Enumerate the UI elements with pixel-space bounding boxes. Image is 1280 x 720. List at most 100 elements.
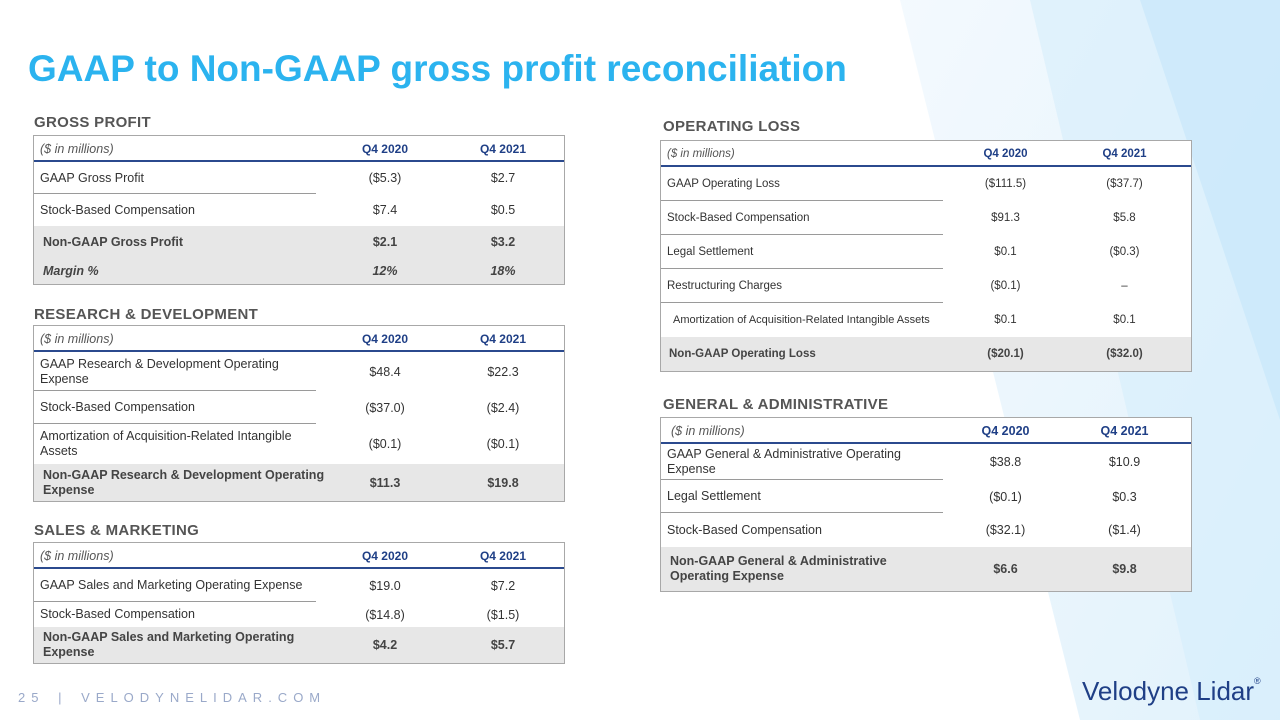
table-header-row: ($ in millions) Q4 2020 Q4 2021 [34,326,564,352]
table-row-margin: Margin % 12% 18% [34,258,564,284]
value-q4-2020: ($5.3) [368,171,402,185]
units-label: ($ in millions) [40,548,114,563]
row-label: Non-GAAP General & Administrative Operat… [670,554,887,583]
value-q4-2021: $5.8 [1113,212,1136,224]
row-label: GAAP Sales and Marketing Operating Expen… [40,578,303,592]
value-q4-2021: $0.3 [1112,489,1137,504]
value-q4-2021: ($1.5) [486,607,520,622]
row-label: Non-GAAP Gross Profit [43,234,184,249]
registered-mark: ® [1254,676,1261,686]
table-header-row: ($ in millions) Q4 2020 Q4 2021 [661,418,1191,444]
value-q4-2020: $19.0 [369,578,401,593]
footer-divider: | [58,690,68,705]
value-q4-2020: ($20.1) [987,348,1024,360]
value-q4-2020: ($32.1) [985,523,1026,537]
value-q4-2020: $48.4 [369,364,401,379]
value-q4-2020: ($14.8) [365,607,405,622]
value-q4-2021: ($32.0) [1106,348,1143,360]
table-row: GAAP Operating Loss ($111.5) ($37.7) [661,167,1191,201]
gross-profit-heading: GROSS PROFIT [34,114,151,131]
sales-marketing-table: ($ in millions) Q4 2020 Q4 2021 GAAP Sal… [33,542,565,664]
table-row-total: Non-GAAP Operating Loss ($20.1) ($32.0) [661,337,1191,371]
value-q4-2020: ($0.1) [989,489,1022,504]
table-row: Stock-Based Compensation $91.3 $5.8 [661,201,1191,235]
page-title: GAAP to Non-GAAP gross profit reconcilia… [28,48,847,89]
value-q4-2021: $2.7 [490,171,516,185]
column-header-q4-2020: Q4 2020 [981,424,1030,438]
table-row: Stock-Based Compensation ($37.0) ($2.4) [34,391,564,424]
research-heading: RESEARCH & DEVELOPMENT [34,306,259,323]
units-label: ($ in millions) [671,423,745,438]
table-row-total: Non-GAAP Sales and Marketing Operating E… [34,627,564,663]
value-q4-2020: ($0.1) [368,437,402,451]
column-header-q4-2021: Q4 2021 [479,332,527,346]
table-row: GAAP Sales and Marketing Operating Expen… [34,569,564,602]
value-q4-2020: ($111.5) [984,178,1027,190]
table-header-row: ($ in millions) Q4 2020 Q4 2021 [34,543,564,569]
velodyne-logo: Velodyne Lidar® [1082,676,1261,707]
logo-text: Velodyne Lidar [1082,676,1255,706]
value-q4-2021: ($0.1) [486,437,520,451]
table-header-row: ($ in millions) Q4 2020 Q4 2021 [661,141,1191,167]
row-label: Non-GAAP Sales and Marketing Operating E… [43,630,295,659]
table-row: Amortization of Acquisition-Related Inta… [661,303,1191,337]
value-q4-2020: $11.3 [369,475,401,490]
row-label: Non-GAAP Research & Development Operatin… [43,467,325,497]
value-q4-2020: $6.6 [993,562,1018,576]
research-development-table: ($ in millions) Q4 2020 Q4 2021 GAAP Res… [33,325,565,502]
value-q4-2021: $19.8 [487,475,519,490]
value-q4-2020: 12% [372,264,398,278]
table-row: GAAP Gross Profit ($5.3) $2.7 [34,162,564,194]
value-q4-2020: $91.3 [991,212,1020,224]
sales-heading: SALES & MARKETING [34,522,200,539]
value-q4-2020: $38.8 [989,455,1022,469]
value-q4-2021: – [1121,280,1128,292]
table-row-total: Non-GAAP Gross Profit $2.1 $3.2 [34,226,564,258]
row-label: Margin % [43,263,99,278]
row-label: GAAP Operating Loss [667,177,780,190]
units-label: ($ in millions) [40,331,114,346]
row-label: Stock-Based Compensation [667,211,810,224]
value-q4-2020: ($0.1) [990,280,1021,292]
table-row: Stock-Based Compensation $7.4 $0.5 [34,194,564,226]
value-q4-2021: ($37.7) [1106,178,1143,190]
row-label: Stock-Based Compensation [667,522,822,537]
table-row: GAAP Research & Development Operating Ex… [34,352,564,391]
table-row: Stock-Based Compensation ($32.1) ($1.4) [661,513,1191,547]
value-q4-2021: ($1.4) [1108,523,1141,537]
column-header-q4-2021: Q4 2021 [1100,424,1149,438]
row-label: Restructuring Charges [667,279,783,292]
value-q4-2021: $5.7 [490,638,516,652]
page-number: 25 [18,690,45,705]
row-label: Stock-Based Compensation [40,202,195,217]
website-link[interactable]: VELODYNELIDAR.COM [81,690,327,705]
value-q4-2021: $0.5 [490,203,516,217]
value-q4-2020: $2.1 [372,235,398,249]
general-administrative-table: ($ in millions) Q4 2020 Q4 2021 GAAP Gen… [660,417,1192,592]
table-row-total: Non-GAAP Research & Development Operatin… [34,464,564,501]
row-label: Amortization of Acquisition-Related Inta… [40,429,292,458]
row-label: GAAP General & Administrative Operating … [667,447,901,476]
column-header-q4-2021: Q4 2021 [1102,148,1147,160]
table-header-row: ($ in millions) Q4 2020 Q4 2021 [34,136,564,162]
table-row: Restructuring Charges ($0.1) – [661,269,1191,303]
column-header-q4-2021: Q4 2021 [479,549,527,563]
row-label: GAAP Gross Profit [40,170,144,185]
row-label: Non-GAAP Operating Loss [669,347,816,360]
column-header-q4-2020: Q4 2020 [983,148,1028,160]
value-q4-2021: $0.1 [1113,314,1136,326]
value-q4-2020: ($37.0) [365,400,405,415]
value-q4-2021: $7.2 [490,578,516,593]
row-label: Stock-Based Compensation [40,607,195,621]
row-label: Stock-Based Compensation [40,400,195,414]
value-q4-2021: ($2.4) [486,400,520,415]
footer: 25 | VELODYNELIDAR.COM [18,690,326,705]
value-q4-2021: ($0.3) [1109,246,1140,258]
value-q4-2020: $4.2 [372,638,398,652]
column-header-q4-2020: Q4 2020 [361,142,409,156]
column-header-q4-2020: Q4 2020 [361,549,409,563]
value-q4-2020: $7.4 [372,203,398,217]
row-label: GAAP Research & Development Operating Ex… [40,356,279,386]
gross-profit-table: ($ in millions) Q4 2020 Q4 2021 GAAP Gro… [33,135,565,285]
row-label: Amortization of Acquisition-Related Inta… [673,313,930,326]
